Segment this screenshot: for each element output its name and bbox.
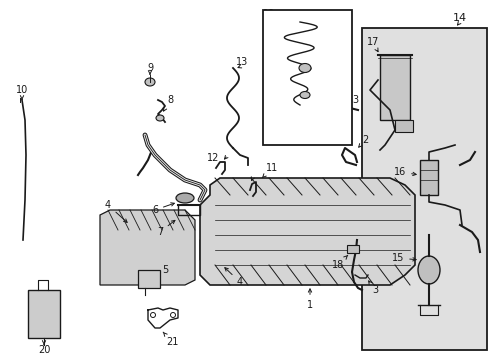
Text: 20: 20 [38,345,50,355]
Bar [138,270,160,288]
Bar [361,28,486,350]
Ellipse shape [299,91,309,99]
Ellipse shape [298,63,310,72]
Bar [263,10,351,145]
Text: 13: 13 [235,57,247,67]
Bar [379,55,409,120]
Bar [419,160,437,195]
Ellipse shape [176,193,194,203]
Text: 9: 9 [146,63,153,73]
Text: 7: 7 [157,220,175,237]
Polygon shape [200,178,414,285]
Text: 4: 4 [105,200,127,222]
Text: 3: 3 [368,281,377,295]
Text: 2: 2 [358,135,367,147]
Text: 11: 11 [262,163,278,178]
Ellipse shape [170,312,175,318]
Polygon shape [100,210,195,285]
Text: 6: 6 [152,203,174,215]
Text: 15: 15 [391,253,415,263]
Bar [28,290,60,338]
Text: 21: 21 [163,332,178,347]
Text: 12: 12 [206,153,219,163]
Ellipse shape [156,115,163,121]
Text: 4: 4 [224,267,243,287]
Text: 1: 1 [306,289,312,310]
Text: 14: 14 [452,13,466,23]
Text: 5: 5 [156,265,168,275]
Bar [346,245,358,253]
Text: 19: 19 [263,9,275,19]
Text: 17: 17 [366,37,378,47]
Text: 10: 10 [16,85,28,95]
Text: 18: 18 [331,255,347,270]
Polygon shape [200,235,240,265]
Text: 3: 3 [348,95,357,109]
Bar [394,120,412,132]
Ellipse shape [145,78,155,86]
Text: 16: 16 [393,167,415,177]
Text: 8: 8 [163,95,173,111]
Ellipse shape [150,312,155,318]
Ellipse shape [417,256,439,284]
